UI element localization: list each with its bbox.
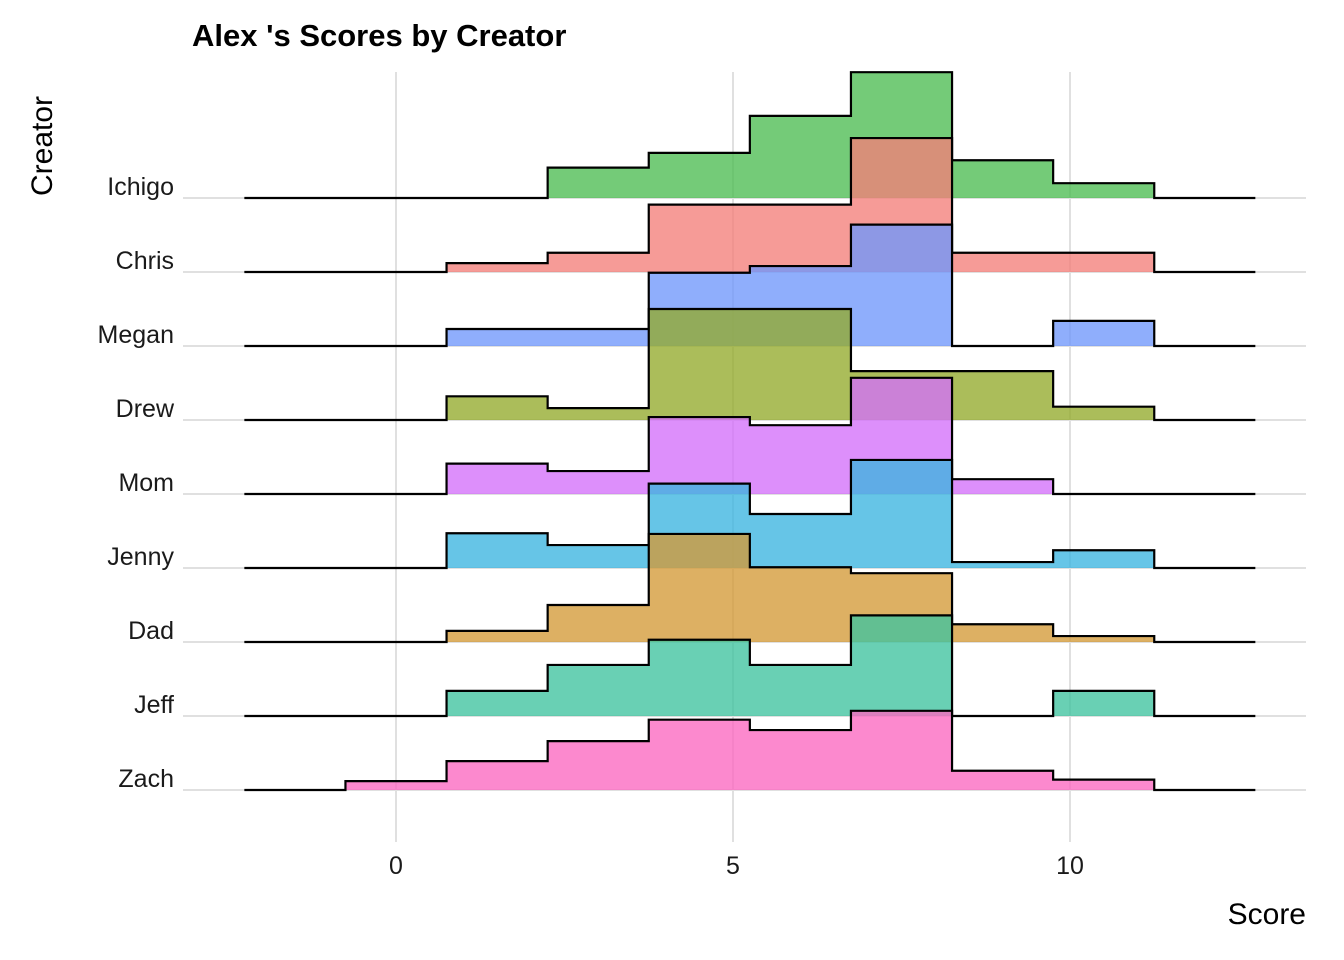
ridge-jeff xyxy=(244,614,1256,718)
x-axis-label: Score xyxy=(1227,898,1306,931)
ridge-drew xyxy=(244,307,1256,422)
category-label-jeff: Jeff xyxy=(134,691,174,719)
x-tick-10: 10 xyxy=(1056,852,1084,880)
category-label-chris: Chris xyxy=(115,247,174,275)
ridges xyxy=(244,71,1256,792)
ridge-jenny xyxy=(244,458,1256,570)
category-label-dad: Dad xyxy=(128,617,174,645)
category-label-drew: Drew xyxy=(115,395,174,423)
ridge-zach xyxy=(244,709,1256,792)
category-label-megan: Megan xyxy=(97,321,174,349)
chart-title: Alex 's Scores by Creator xyxy=(192,18,567,53)
category-label-zach: Zach xyxy=(118,765,174,793)
ridge-mom xyxy=(244,376,1256,496)
y-axis-label: Creator xyxy=(26,95,59,196)
ridge-dad xyxy=(244,532,1256,644)
category-label-ichigo: Ichigo xyxy=(107,173,174,201)
x-tick-5: 5 xyxy=(726,852,740,880)
category-label-mom: Mom xyxy=(118,469,174,497)
category-label-jenny: Jenny xyxy=(107,543,174,571)
ridge-chris xyxy=(244,136,1256,274)
ridge-ichigo xyxy=(244,71,1256,200)
x-tick-0: 0 xyxy=(389,852,403,880)
ridge-megan xyxy=(244,223,1256,348)
